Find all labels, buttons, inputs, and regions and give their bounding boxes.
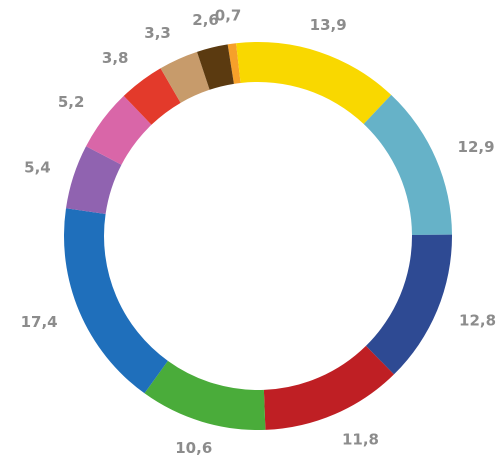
slice-value-label: 10,6: [175, 439, 212, 457]
slice-value-label: 2,6: [192, 11, 219, 29]
slice-value-label: 11,8: [342, 430, 379, 448]
slice-value-label: 12,8: [459, 312, 496, 330]
donut-slice-6: [144, 360, 266, 431]
donut-slice-11: [160, 51, 210, 103]
donut-slice-4: [365, 234, 453, 375]
slice-value-label: 5,2: [58, 93, 85, 111]
slice-value-label: 12,9: [458, 138, 495, 156]
donut-slice-9: [86, 95, 152, 165]
slice-value-label: 3,3: [144, 24, 171, 42]
donut-slice-10: [123, 68, 181, 125]
donut-value-labels: 0,7 13,9 12,9 12,8 11,8 10,6 17,4 5,4 5,2 3,8 3,3 2…: [21, 7, 496, 457]
slice-value-label: 17,4: [21, 313, 58, 331]
donut-slices: [64, 41, 453, 431]
slice-value-label: 3,8: [102, 49, 129, 67]
donut-slice-3: [363, 94, 452, 235]
donut-slice-7: [64, 208, 168, 394]
donut-slice-5: [263, 345, 394, 430]
donut-slice-2: [236, 41, 392, 125]
slice-value-label: 5,4: [24, 158, 51, 176]
slice-value-label: 13,9: [310, 16, 347, 34]
slice-value-label: 0,7: [215, 7, 242, 25]
donut-slice-8: [65, 146, 122, 215]
donut-slice-1: [227, 43, 241, 84]
donut-slice-12: [197, 44, 234, 90]
